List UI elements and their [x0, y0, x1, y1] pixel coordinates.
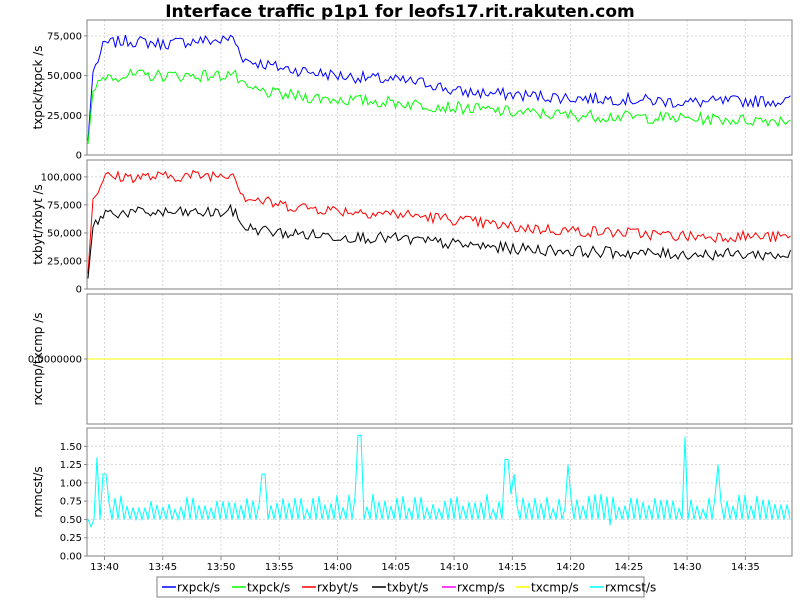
y-axis-label: txbyt/rxbyt /s — [31, 184, 45, 265]
chart-title: Interface traffic p1p1 for leofs17.rit.r… — [165, 2, 635, 22]
y-tick-label: 50,000 — [47, 71, 82, 82]
y-tick-label: 100,000 — [41, 172, 82, 183]
y-tick-label: 0 — [76, 285, 82, 296]
y-tick-label: 25,000 — [47, 256, 82, 267]
legend-label: txcmp/s — [531, 581, 579, 595]
y-tick-label: 25,000 — [47, 111, 82, 122]
plot-area — [87, 428, 792, 556]
legend-label: txbyt/s — [387, 581, 429, 595]
legend-label: txpck/s — [247, 581, 290, 595]
series-line-rxpck-s — [87, 34, 791, 141]
y-tick-label: 0.50 — [60, 515, 82, 526]
plot-frame — [86, 19, 793, 156]
x-tick-label: 13:40 — [90, 562, 119, 573]
series-line-rxbyt-s — [87, 169, 791, 274]
y-tick-label: 50,000 — [47, 228, 82, 239]
legend-label: rxmcst/s — [605, 581, 656, 595]
y-axis-label: txpck/txpck /s — [31, 45, 45, 129]
x-tick-label: 14:30 — [673, 562, 702, 573]
legend-label: rxpck/s — [177, 581, 220, 595]
plot-area — [87, 160, 792, 289]
plot-frame — [86, 293, 793, 425]
series-line-rxmcst-s — [87, 434, 791, 529]
legend-label: rxbyt/s — [317, 581, 358, 595]
y-axis-label: rxcmp/txcmp /s — [31, 312, 45, 405]
y-tick-label: 0 — [76, 151, 82, 162]
y-tick-label: 1.50 — [60, 442, 82, 453]
plot-area — [87, 20, 792, 155]
x-tick-label: 13:55 — [265, 562, 294, 573]
y-axis-label: rxmcst/s — [31, 466, 45, 517]
x-tick-label: 14:20 — [556, 562, 585, 573]
x-tick-label: 14:35 — [731, 562, 760, 573]
y-tick-label: 0.25 — [60, 533, 82, 544]
plot-frame — [86, 159, 793, 290]
y-tick-label: 0.75 — [60, 497, 82, 508]
plot-frame — [86, 427, 793, 557]
y-tick-label: 0.00 — [60, 552, 82, 563]
y-tick-label: 75,000 — [47, 200, 82, 211]
y-tick-label: 1.25 — [60, 460, 82, 471]
x-tick-label: 13:45 — [148, 562, 177, 573]
y-tick-label: 1.00 — [60, 478, 82, 489]
x-tick-label: 14:10 — [440, 562, 469, 573]
x-tick-label: 14:15 — [498, 562, 527, 573]
legend-label: rxcmp/s — [457, 581, 505, 595]
x-tick-label: 14:05 — [381, 562, 410, 573]
series-line-txpck-s — [87, 68, 791, 145]
x-tick-label: 13:50 — [207, 562, 236, 573]
legend-box — [156, 576, 645, 598]
y-tick-label: 0.0000000 — [28, 355, 82, 366]
y-tick-label: 75,000 — [47, 31, 82, 42]
x-tick-label: 14:25 — [614, 562, 643, 573]
series-line-txbyt-s — [87, 203, 791, 279]
x-tick-label: 14:00 — [323, 562, 352, 573]
